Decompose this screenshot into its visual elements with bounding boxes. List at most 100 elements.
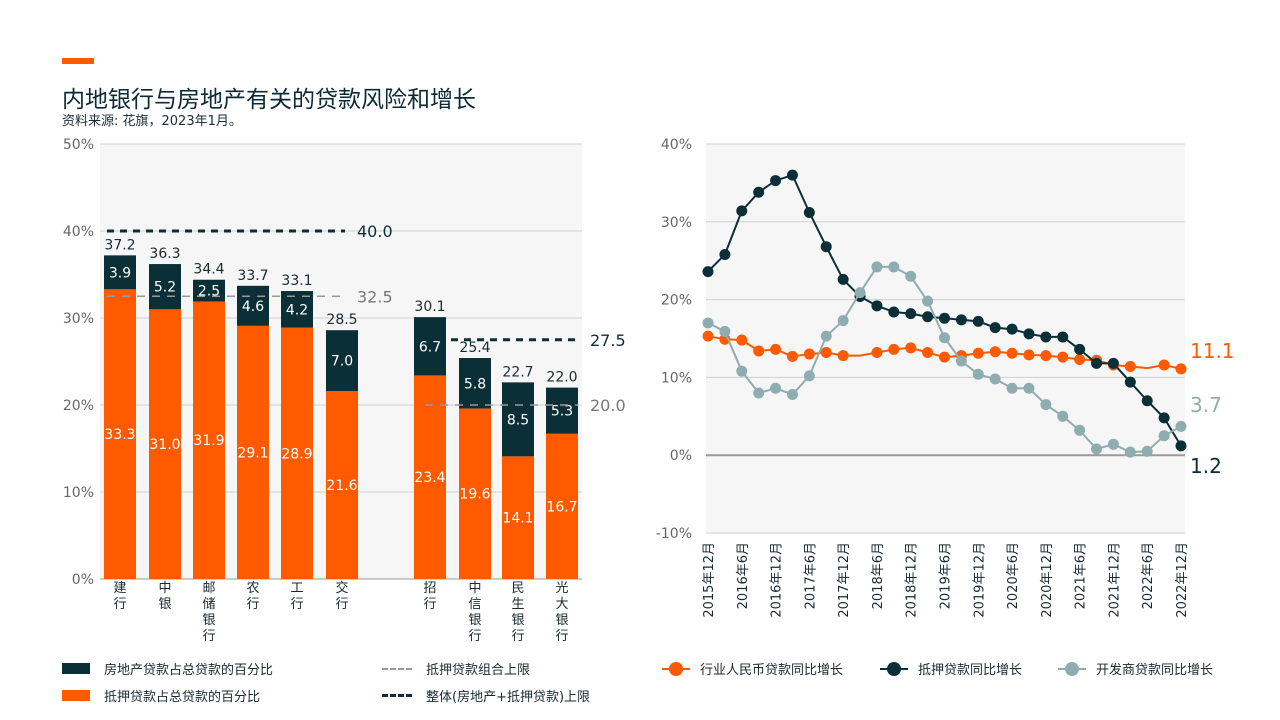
data-point — [1006, 323, 1018, 335]
x-tick-label: 2020年6月 — [1006, 542, 1021, 609]
bar-segment — [326, 330, 358, 392]
bar-segment — [459, 358, 491, 409]
reference-line-label: 27.5 — [590, 331, 626, 350]
data-point — [753, 186, 765, 198]
data-point — [905, 308, 917, 320]
data-point — [972, 368, 984, 380]
x-tick-label: 2022年12月 — [1175, 542, 1190, 618]
bar-value-label: 14.1 — [502, 511, 533, 527]
x-tick-label: 2019年12月 — [972, 542, 987, 618]
bar-segment — [459, 408, 491, 579]
bar-segment — [281, 291, 313, 328]
x-tick-label: 行 — [290, 597, 303, 612]
bar-value-label: 21.6 — [326, 478, 357, 494]
data-point — [1006, 347, 1018, 359]
y-tick-label: 20% — [661, 293, 692, 309]
legend-overall-cap: 整体(房地产+抵押贷款)上限 — [382, 686, 590, 705]
y-tick-label: 20% — [63, 398, 94, 414]
data-point — [1158, 359, 1170, 371]
data-point — [770, 382, 782, 394]
x-tick-label: 2016年12月 — [770, 542, 785, 618]
data-point — [1107, 357, 1119, 369]
source-note: 资料来源: 花旗，2023年1月。 — [62, 114, 242, 129]
series-end-label: 11.1 — [1190, 339, 1235, 363]
x-tick-label: 2018年6月 — [871, 542, 886, 609]
data-point — [1057, 410, 1069, 422]
data-point — [922, 347, 934, 359]
data-point — [803, 206, 815, 218]
legend-mortgage-cap: 抵押贷款组合上限 — [382, 659, 530, 678]
data-point — [989, 346, 1001, 358]
bar-segment — [281, 327, 313, 579]
data-point — [1040, 350, 1052, 362]
y-tick-label: 30% — [63, 311, 94, 327]
y-tick-label: 0% — [72, 572, 94, 588]
data-point — [736, 205, 748, 217]
x-tick-label: 行 — [511, 629, 524, 644]
data-point — [1124, 361, 1136, 373]
bar-value-label: 5.3 — [551, 404, 573, 420]
data-point — [922, 295, 934, 307]
data-point — [955, 314, 967, 326]
data-point — [753, 345, 765, 357]
data-point — [888, 343, 900, 355]
bar-value-label: 23.4 — [414, 470, 445, 486]
bar-value-label: 7.0 — [331, 354, 353, 370]
data-point — [922, 311, 934, 323]
bar-value-label: 33.3 — [104, 427, 135, 443]
x-tick-label: 交 — [335, 580, 348, 596]
data-point — [1006, 382, 1018, 394]
x-tick-label: 2017年6月 — [803, 542, 818, 609]
data-point — [972, 347, 984, 359]
legend-line-orange — [662, 661, 690, 676]
bar-value-label: 31.9 — [193, 433, 224, 449]
data-point — [1091, 357, 1103, 369]
legend-label: 抵押贷款占总贷款的百分比 — [104, 690, 261, 705]
bar-value-label: 5.2 — [154, 280, 176, 296]
legend-dash-dark — [382, 694, 412, 697]
bar-value-label: 8.5 — [507, 412, 529, 428]
x-tick-label: 生 — [511, 597, 524, 612]
bar-total-label: 30.1 — [414, 299, 445, 315]
y-tick-label: 10% — [63, 485, 94, 501]
data-point — [1023, 328, 1035, 340]
legend-label: 房地产贷款占总贷款的百分比 — [104, 663, 274, 678]
data-point — [1040, 331, 1052, 343]
data-point — [820, 330, 832, 342]
x-tick-label: 光 — [555, 581, 568, 596]
y-tick-label: 40% — [63, 224, 94, 240]
x-tick-label: 大 — [555, 597, 568, 612]
x-tick-label: 银 — [468, 613, 481, 628]
data-point — [939, 351, 950, 363]
legend-swatch-dark — [62, 663, 90, 674]
data-point — [702, 317, 714, 329]
data-point — [820, 347, 832, 359]
bar-total-label: 34.4 — [193, 262, 224, 278]
data-point — [1107, 438, 1119, 450]
data-point — [939, 332, 950, 344]
legend-line-teal — [1058, 661, 1086, 676]
data-point — [871, 261, 883, 273]
y-tick-label: 0% — [670, 448, 692, 464]
bar-segment — [237, 285, 269, 326]
x-tick-label: 行 — [468, 629, 481, 644]
x-tick-label: 中 — [468, 581, 481, 596]
legend-label: 抵押贷款同比增长 — [918, 663, 1023, 678]
data-point — [1023, 349, 1035, 361]
bar-value-label: 5.8 — [464, 376, 486, 392]
data-point — [1074, 343, 1086, 355]
data-point — [1158, 430, 1170, 442]
bar-total-label: 33.1 — [281, 273, 312, 289]
data-point — [786, 350, 798, 362]
x-tick-label: 2016年6月 — [736, 542, 751, 609]
y-tick-label: -10% — [656, 526, 692, 542]
data-point — [837, 315, 849, 327]
x-tick-label: 2017年12月 — [837, 542, 852, 618]
bar-segment — [326, 391, 358, 579]
reference-line-label: 40.0 — [357, 222, 393, 241]
data-point — [736, 365, 748, 377]
data-point — [955, 355, 967, 367]
data-point — [888, 261, 900, 273]
bar-total-label: 37.2 — [104, 237, 135, 253]
